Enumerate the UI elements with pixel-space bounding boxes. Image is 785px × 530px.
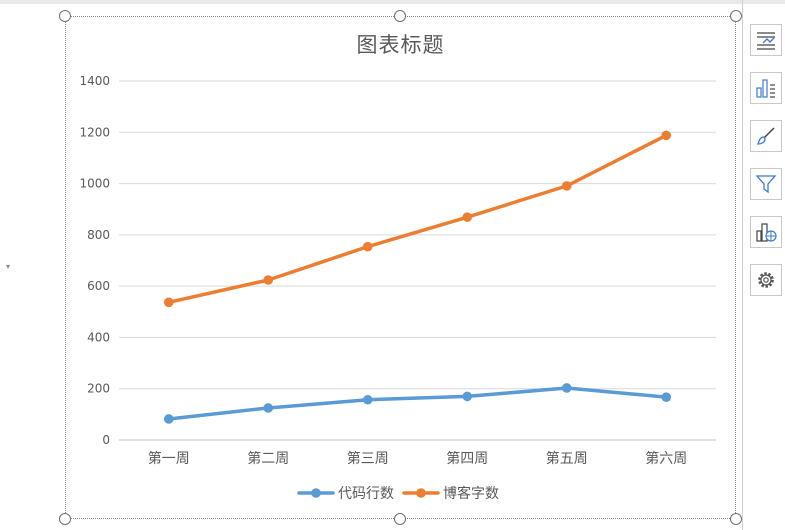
x-tick-label: 第五周 xyxy=(546,450,588,467)
y-tick-label: 1000 xyxy=(79,177,110,191)
chart-filter-icon xyxy=(755,175,777,194)
legend-label: 博客字数 xyxy=(443,485,499,502)
y-tick-label: 800 xyxy=(87,228,110,242)
y-tick-label: 0 xyxy=(102,433,110,447)
chart-filter-button[interactable] xyxy=(750,168,782,200)
x-tick-label: 第六周 xyxy=(645,450,687,467)
chart-title[interactable]: 图表标题 xyxy=(356,33,445,57)
data-point xyxy=(462,391,473,402)
chart-settings-button[interactable] xyxy=(750,264,782,296)
y-tick-label: 400 xyxy=(87,330,110,344)
data-point xyxy=(263,275,274,285)
chart-settings-icon xyxy=(758,272,774,288)
series-line xyxy=(167,133,668,305)
data-point xyxy=(163,297,174,308)
collapse-chevron-icon[interactable]: ▾ xyxy=(6,262,11,271)
data-point xyxy=(561,383,572,393)
chart-elements-icon xyxy=(757,32,775,50)
x-tick-label: 第一周 xyxy=(148,450,190,467)
x-tick-label: 第三周 xyxy=(347,450,389,467)
chart-styles-button[interactable] xyxy=(750,72,782,104)
legend-label: 代码行数 xyxy=(338,486,394,502)
data-point xyxy=(163,414,174,424)
data-point xyxy=(263,403,274,413)
resize-handle-bottom-center[interactable] xyxy=(394,513,406,525)
chart-brush-button[interactable] xyxy=(750,120,782,152)
chart-styles-icon xyxy=(756,79,775,98)
x-tick-label: 第二周 xyxy=(247,450,289,467)
data-point xyxy=(362,241,373,252)
resize-handle-bottom-right[interactable] xyxy=(730,513,742,525)
x-tick-label: 第四周 xyxy=(446,450,488,467)
data-point xyxy=(561,181,572,191)
page-divider xyxy=(742,0,743,530)
data-point xyxy=(661,130,672,141)
y-tick-label: 200 xyxy=(87,382,110,396)
resize-handle-top-right[interactable] xyxy=(730,10,742,22)
resize-handle-bottom-left[interactable] xyxy=(59,513,71,525)
chart-brush-icon xyxy=(757,127,775,145)
resize-handle-top-left[interactable] xyxy=(59,10,71,22)
page-top-border xyxy=(0,0,785,4)
y-tick-label: 1400 xyxy=(79,74,110,88)
data-point xyxy=(362,394,373,405)
y-tick-label: 600 xyxy=(87,279,110,293)
resize-handle-top-center[interactable] xyxy=(394,10,406,22)
series-line xyxy=(167,386,668,421)
chart-elements-button[interactable] xyxy=(750,24,782,56)
legend-swatch-marker xyxy=(311,488,321,498)
data-point xyxy=(661,392,672,402)
legend-swatch-marker xyxy=(416,488,426,498)
y-tick-label: 1200 xyxy=(79,125,110,139)
chart-online-button[interactable] xyxy=(750,216,782,248)
chart-online-icon xyxy=(756,223,777,242)
data-point xyxy=(462,212,473,222)
